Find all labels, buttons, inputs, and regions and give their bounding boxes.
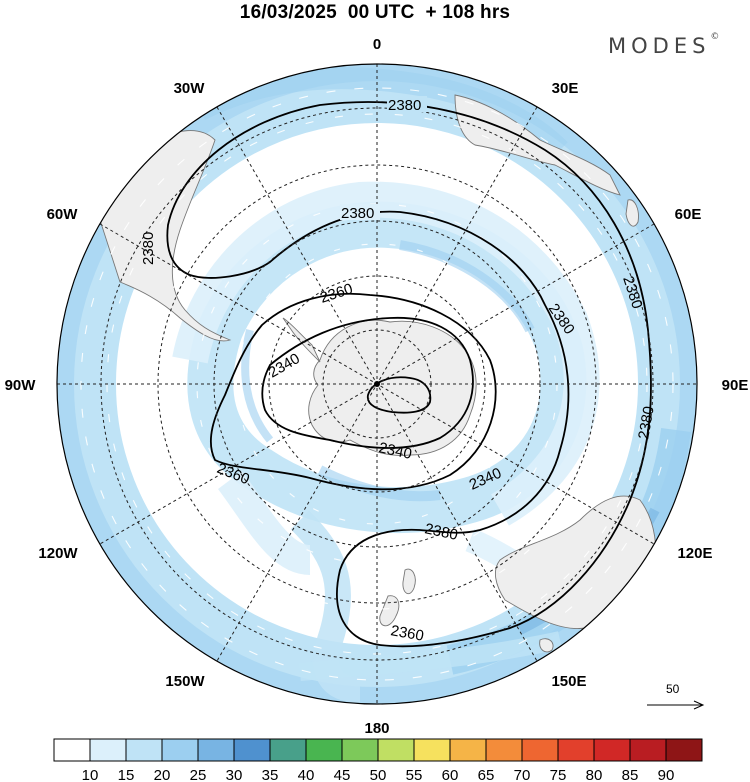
shading-core-west (241, 329, 274, 443)
colorbar-tick-label: 70 (514, 767, 531, 782)
lon-label-120e: 120E (677, 545, 712, 562)
colorbar-tick-label: 45 (334, 767, 351, 782)
south-america (99, 130, 232, 342)
colorbar-swatch (557, 738, 595, 762)
colorbar-swatch (449, 738, 487, 762)
lon-label-150w: 150W (165, 673, 205, 690)
lon-label-60e: 60E (675, 206, 702, 223)
colorbar-swatch (269, 738, 307, 762)
shading-bottom-edge (299, 631, 562, 681)
wind-vector-ring-core (236, 243, 518, 525)
plume-south (290, 510, 361, 703)
wind-vector-ring-mid-inner (151, 158, 603, 610)
colorbar-tick-label: 25 (190, 767, 207, 782)
colorbar-swatch (629, 738, 667, 762)
wind-vector-reference-label: 50 (666, 682, 680, 696)
lon-label-30e: 30E (552, 80, 579, 97)
contour-2320 (366, 376, 432, 414)
colorbar-tick-label: 65 (478, 767, 495, 782)
colorbar-tick-label: 40 (298, 767, 315, 782)
wind-speed-colorbar: 10 15 20 25 30 35 40 45 50 55 60 65 70 75 80 85 90 (53, 738, 703, 782)
madagascar (625, 199, 639, 227)
colorbar-swatch (341, 738, 379, 762)
map-boundary (56, 63, 698, 705)
brand-name: MODES (608, 34, 711, 58)
colorbar-tick-label: 15 (118, 767, 135, 782)
tasmania (539, 638, 554, 653)
colorbar-tick-label: 85 (622, 767, 639, 782)
lon-label-0: 0 (373, 36, 381, 53)
colorbar-tick-label: 35 (262, 767, 279, 782)
wind-vector-reference-arrow (647, 700, 705, 710)
lon-label-150e: 150E (551, 673, 586, 690)
lon-label-120w: 120W (38, 545, 78, 562)
colorbar-tick-label: 80 (586, 767, 603, 782)
shading-core-southwest (317, 465, 441, 502)
lon-label-180: 180 (364, 720, 389, 737)
contour-label: 2380 (341, 205, 374, 222)
contour-label-bg (340, 204, 380, 220)
inner-jet-band-light (172, 181, 600, 526)
modes-logo: MODES© (608, 32, 720, 58)
antarctic-peninsula (282, 317, 321, 363)
lon-label-90e: 90E (722, 377, 749, 394)
colorbar-swatch (233, 738, 271, 762)
colorbar-swatch (161, 738, 199, 762)
colorbar-swatch (53, 738, 91, 762)
colorbar-swatch (125, 738, 163, 762)
latitude-circle-4 (157, 164, 597, 604)
colorbar-swatch (665, 738, 703, 762)
colorbar-tick-label: 55 (406, 767, 423, 782)
colorbar-swatch (89, 738, 127, 762)
colorbar-tick-label: 75 (550, 767, 567, 782)
contour-label: 2380 (423, 520, 459, 544)
colorbar-swatch (197, 738, 235, 762)
colorbar-swatch (521, 738, 559, 762)
contour-2360 (210, 292, 497, 491)
colorbar-tick-label: 90 (658, 767, 675, 782)
lon-label-60w: 60W (47, 206, 79, 223)
colorbar-swatch (377, 738, 415, 762)
colorbar-swatches (53, 738, 703, 762)
contour-label: 2380 (635, 405, 658, 441)
copyright-mark: © (710, 32, 720, 42)
colorbar-swatch (593, 738, 631, 762)
contour-label: 2360 (389, 622, 425, 645)
colorbar-swatch (485, 738, 523, 762)
height-contours (166, 101, 652, 648)
colorbar-tick-label: 30 (226, 767, 243, 782)
new-zealand-north (402, 568, 416, 595)
colorbar-tick-label: 50 (370, 767, 387, 782)
contour-2340 (261, 316, 474, 449)
shading-core-east (399, 240, 535, 333)
contour-label-bg (387, 96, 427, 112)
lon-label-90w: 90W (5, 377, 37, 394)
colorbar-tick-label: 10 (82, 767, 99, 782)
contour-label: 2380 (140, 232, 157, 265)
contour-2380-outer (166, 101, 652, 648)
south-pole-point (374, 381, 380, 387)
contour-label: 2380 (388, 97, 421, 114)
lon-label-30w: 30W (174, 80, 206, 97)
antarctica (308, 319, 477, 456)
colorbar-swatch (413, 738, 451, 762)
colorbar-tick-labels: 10 15 20 25 30 35 40 45 50 55 60 65 70 75 80 85 90 (82, 767, 675, 782)
new-zealand-south (379, 595, 400, 627)
colorbar-tick-label: 20 (154, 767, 171, 782)
colorbar-swatch (305, 738, 343, 762)
polar-map: 2380 2380 2380 2380 2380 2380 2380 2360 … (5, 36, 749, 737)
jet-core-north (195, 67, 568, 158)
colorbar-tick-label: 60 (442, 767, 459, 782)
meridian-labels: 0 30E 60E 90E 120E 150E 180 150W 120W 90… (5, 36, 749, 737)
reference-arrow-head (693, 700, 705, 710)
contour-label: 2340 (377, 439, 413, 463)
plume-south-west (217, 471, 312, 575)
map-title: 16/03/2025 00 UTC + 108 hrs (239, 2, 511, 23)
